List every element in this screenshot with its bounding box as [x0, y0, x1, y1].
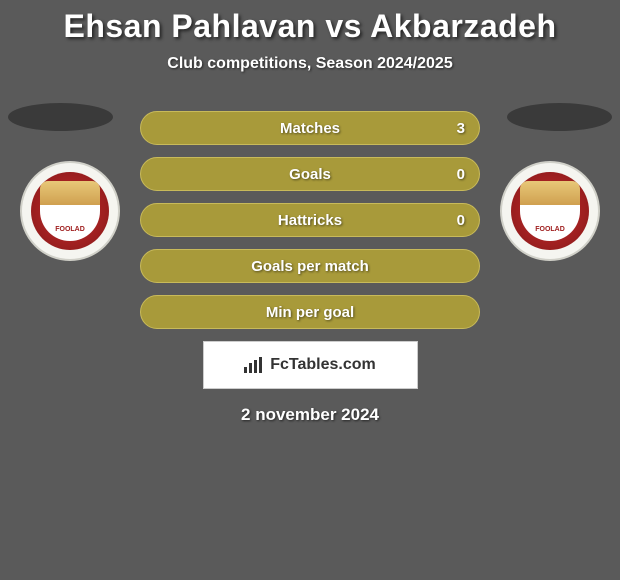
player-shadow-left — [8, 103, 113, 131]
stat-row-hattricks: Hattricks 0 — [140, 203, 480, 237]
club-badge-right: FOOLAD — [500, 161, 600, 261]
page-subtitle: Club competitions, Season 2024/2025 — [0, 55, 620, 73]
player-shadow-right — [507, 103, 612, 131]
club-badge-left: FOOLAD — [20, 161, 120, 261]
page-title: Ehsan Pahlavan vs Akbarzadeh — [0, 0, 620, 45]
stat-value-right: 0 — [457, 212, 465, 229]
stats-container: Matches 3 Goals 0 Hattricks 0 Goals per … — [140, 111, 480, 329]
stat-label: Min per goal — [266, 304, 354, 321]
badge-text-right: FOOLAD — [520, 226, 580, 233]
stat-row-goals: Goals 0 — [140, 157, 480, 191]
badge-inner-right: FOOLAD — [511, 172, 589, 250]
bar-chart-icon — [244, 357, 264, 373]
stat-label: Hattricks — [278, 212, 342, 229]
badge-crest-left: FOOLAD — [40, 181, 100, 241]
date-label: 2 november 2024 — [0, 405, 620, 425]
badge-text-left: FOOLAD — [40, 226, 100, 233]
comparison-content: FOOLAD FOOLAD Matches 3 Goals 0 Hattrick… — [0, 111, 620, 425]
stat-row-matches: Matches 3 — [140, 111, 480, 145]
stat-row-min-per-goal: Min per goal — [140, 295, 480, 329]
stat-value-right: 0 — [457, 166, 465, 183]
brand-label: FcTables.com — [270, 356, 376, 374]
badge-crest-right: FOOLAD — [520, 181, 580, 241]
stat-label: Matches — [280, 120, 340, 137]
stat-label: Goals per match — [251, 258, 369, 275]
badge-inner-left: FOOLAD — [31, 172, 109, 250]
brand-box: FcTables.com — [203, 341, 418, 389]
stat-label: Goals — [289, 166, 331, 183]
stat-row-goals-per-match: Goals per match — [140, 249, 480, 283]
stat-value-right: 3 — [457, 120, 465, 137]
